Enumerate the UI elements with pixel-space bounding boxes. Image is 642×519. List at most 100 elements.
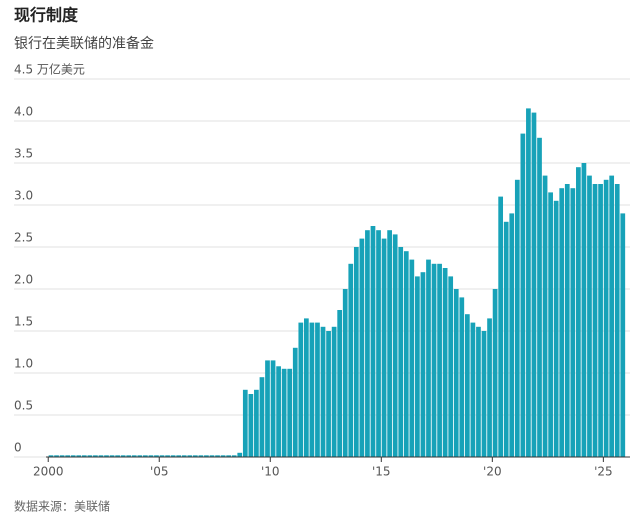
y-tick-label: 1.0	[14, 357, 33, 371]
bar	[381, 238, 387, 457]
bar	[509, 213, 515, 457]
bar	[398, 247, 404, 457]
bar	[287, 368, 293, 457]
bar	[470, 322, 476, 457]
bar	[453, 289, 459, 457]
bar	[420, 272, 426, 457]
bar	[165, 455, 170, 457]
bar	[548, 192, 553, 457]
bar	[265, 360, 270, 457]
bar	[553, 200, 559, 458]
bar	[120, 455, 126, 457]
bar	[315, 322, 320, 457]
x-tick-label: 2000	[33, 465, 64, 479]
bar	[614, 184, 620, 457]
bar	[126, 455, 132, 457]
bar	[337, 310, 343, 457]
bar	[514, 179, 520, 458]
x-tick-label: '20	[483, 465, 502, 479]
bar	[592, 184, 598, 457]
bar	[115, 455, 120, 457]
bar	[403, 251, 409, 457]
bar	[65, 455, 71, 457]
bar	[154, 455, 159, 457]
bar	[492, 289, 498, 457]
bar	[342, 289, 348, 457]
y-tick-label: 4.0	[14, 105, 33, 119]
bar	[109, 455, 115, 457]
bar	[442, 268, 448, 457]
bar	[298, 322, 304, 457]
bar	[181, 455, 187, 457]
chart-title: 现行制度	[14, 6, 79, 25]
bar	[54, 455, 59, 457]
bar	[204, 455, 209, 457]
bar	[359, 238, 365, 457]
bar	[170, 455, 176, 457]
bar	[537, 137, 542, 458]
x-tick-label: '25	[594, 465, 613, 479]
bar	[531, 112, 537, 457]
bar	[387, 230, 392, 457]
bar	[498, 196, 504, 457]
bar	[104, 455, 109, 457]
bar	[448, 276, 454, 457]
y-tick-label: 3.0	[14, 189, 33, 203]
bar	[503, 221, 509, 457]
bar	[276, 366, 281, 457]
bar	[209, 455, 215, 457]
chart-subtitle: 银行在美联储的准备金	[14, 35, 154, 52]
bar	[481, 331, 487, 457]
bar	[431, 263, 437, 457]
bar	[248, 394, 254, 457]
bar	[526, 108, 531, 458]
bar	[148, 455, 154, 457]
bar	[353, 247, 359, 457]
bar	[87, 455, 93, 457]
bar	[598, 184, 603, 457]
bar	[220, 455, 226, 457]
bar	[215, 455, 220, 457]
source-note: 数据来源：美联储	[14, 499, 110, 514]
bar	[270, 360, 276, 457]
bar	[159, 455, 165, 457]
bar	[331, 326, 337, 457]
x-tick-label: '05	[150, 465, 169, 479]
bar	[476, 326, 481, 457]
x-tick-label: '10	[261, 465, 280, 479]
y-tick-label: 0	[14, 441, 22, 455]
y-tick-label: 3.5	[14, 147, 33, 161]
bar	[292, 347, 298, 457]
bar	[309, 322, 315, 457]
bar	[415, 276, 420, 457]
bar	[187, 455, 193, 457]
bar	[542, 175, 548, 457]
bar	[370, 226, 376, 457]
y-tick-label: 2.5	[14, 231, 33, 245]
bar	[143, 455, 148, 457]
bar	[98, 455, 104, 457]
y-tick-label: 0.5	[14, 399, 33, 413]
bar	[564, 184, 570, 457]
bar	[231, 455, 237, 457]
bar	[376, 230, 381, 457]
y-tick-label: 4.5 万亿美元	[14, 62, 85, 77]
bar	[603, 179, 609, 458]
bar	[581, 163, 587, 457]
bar	[303, 318, 309, 457]
bar	[59, 455, 65, 457]
bar	[237, 452, 243, 457]
bar	[326, 331, 331, 457]
bar	[70, 455, 76, 457]
bar	[426, 259, 431, 457]
bar	[259, 377, 265, 457]
bar	[587, 175, 592, 457]
bar	[198, 455, 204, 457]
bar	[464, 314, 470, 457]
bar	[93, 455, 98, 457]
bar	[176, 455, 182, 457]
x-tick-label: '15	[372, 465, 391, 479]
bar	[570, 188, 576, 457]
bar	[254, 389, 259, 457]
bar	[348, 263, 354, 457]
